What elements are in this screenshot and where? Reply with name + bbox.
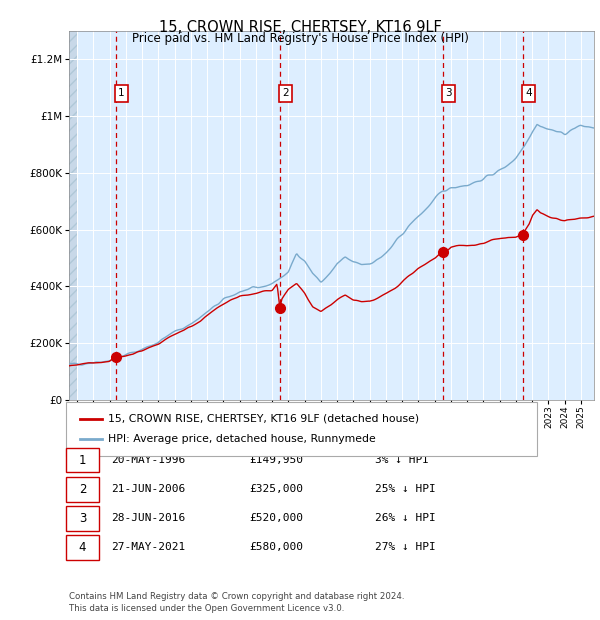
Text: £580,000: £580,000 <box>249 542 303 552</box>
Text: 27% ↓ HPI: 27% ↓ HPI <box>375 542 436 552</box>
Text: 4: 4 <box>525 89 532 99</box>
Text: 2: 2 <box>79 483 86 495</box>
Text: 1: 1 <box>79 454 86 466</box>
Text: 15, CROWN RISE, CHERTSEY, KT16 9LF: 15, CROWN RISE, CHERTSEY, KT16 9LF <box>158 20 442 35</box>
Text: 21-JUN-2006: 21-JUN-2006 <box>111 484 185 494</box>
Text: HPI: Average price, detached house, Runnymede: HPI: Average price, detached house, Runn… <box>108 435 376 445</box>
Text: 3: 3 <box>79 512 86 525</box>
Text: 25% ↓ HPI: 25% ↓ HPI <box>375 484 436 494</box>
Text: 27-MAY-2021: 27-MAY-2021 <box>111 542 185 552</box>
Text: 2: 2 <box>282 89 289 99</box>
Text: 20-MAY-1996: 20-MAY-1996 <box>111 455 185 465</box>
Text: 4: 4 <box>79 541 86 554</box>
Text: £149,950: £149,950 <box>249 455 303 465</box>
Text: 28-JUN-2016: 28-JUN-2016 <box>111 513 185 523</box>
Text: 15, CROWN RISE, CHERTSEY, KT16 9LF (detached house): 15, CROWN RISE, CHERTSEY, KT16 9LF (deta… <box>108 414 419 423</box>
Text: Price paid vs. HM Land Registry's House Price Index (HPI): Price paid vs. HM Land Registry's House … <box>131 32 469 45</box>
Text: £520,000: £520,000 <box>249 513 303 523</box>
Text: 1: 1 <box>118 89 125 99</box>
Text: £325,000: £325,000 <box>249 484 303 494</box>
Text: 3: 3 <box>445 89 452 99</box>
Text: 26% ↓ HPI: 26% ↓ HPI <box>375 513 436 523</box>
Text: Contains HM Land Registry data © Crown copyright and database right 2024.
This d: Contains HM Land Registry data © Crown c… <box>69 591 404 613</box>
Bar <box>69 31 77 400</box>
Text: 3% ↓ HPI: 3% ↓ HPI <box>375 455 429 465</box>
